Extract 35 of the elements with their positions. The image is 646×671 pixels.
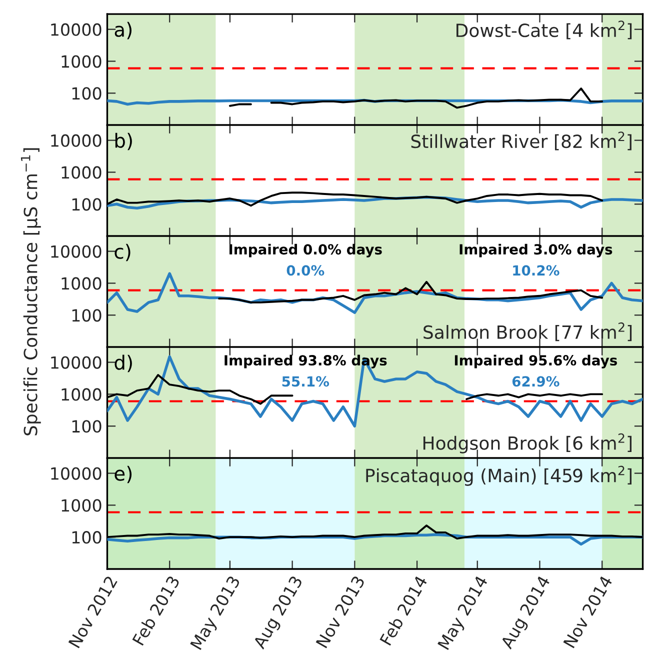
y-tick-label: 100 (72, 87, 102, 100)
annotation: a) (114, 22, 132, 40)
annotation: 0.0% (286, 265, 324, 276)
annotation: 62.9% (512, 376, 560, 387)
text: Hodgson Brook [6 km$^{2}$] (423, 433, 632, 454)
y-tick-label: 1000 (62, 499, 102, 512)
annotation: Impaired 3.0% days (460, 244, 612, 258)
y-tick-label: 1000 (62, 166, 102, 179)
annotation: 55.1% (282, 376, 330, 387)
line-series (107, 355, 643, 428)
y-tick-label: 10000 (51, 467, 102, 480)
y-tick-label: 10000 (51, 356, 102, 369)
chart-title: Dowst-Cate [4 km$^{2}$] (456, 20, 632, 40)
y-axis-title: Specific Conductance [μS cm$^{−1}$] (20, 148, 41, 436)
annotation: c) (114, 244, 130, 262)
chart-title: Piscataquog (Main) [459 km$^{2}$] (366, 466, 632, 486)
chart-title: Stillwater River [82 km$^{2}$] (411, 132, 632, 150)
y-tick-label: 100 (72, 309, 102, 322)
annotation: Impaired 0.0% days (230, 244, 382, 258)
annotation: e) (114, 466, 132, 484)
y-tick-label: 1000 (62, 55, 102, 68)
y-tick-label: 10000 (51, 23, 102, 36)
y-tick-label: 100 (72, 198, 102, 211)
annotation: Impaired 95.6% days (454, 354, 617, 368)
y-tick-label: 100 (72, 420, 102, 433)
annotation: d) (114, 354, 132, 372)
y-tick-label: 10000 (51, 245, 102, 258)
line-series (218, 280, 604, 304)
y-tick-label: 1000 (62, 277, 102, 290)
text: Salmon Brook [77 km$^{2}$] (424, 322, 632, 342)
y-tick-label: 10000 (51, 134, 102, 147)
y-tick-label: 1000 (62, 388, 102, 401)
annotation: 10.2% (513, 265, 560, 276)
y-tick-label: 100 (72, 531, 102, 544)
annotation: b) (115, 132, 132, 150)
